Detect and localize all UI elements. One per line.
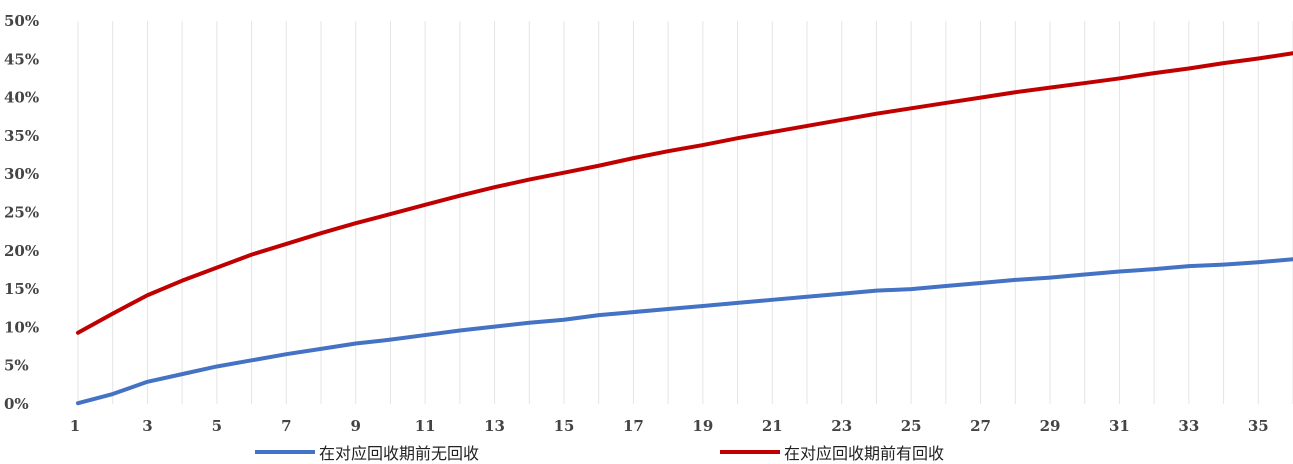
x-tick-label: 27	[970, 417, 991, 435]
y-axis-tick-labels: 0% 5% 10% 15% 20% 25% 30% 35% 40% 45% 50%	[4, 12, 39, 413]
y-tick-label: 40%	[4, 89, 39, 107]
vertical-gridlines	[77, 21, 1293, 404]
series-lines	[76, 51, 1293, 406]
legend-label-series-2: 在对应回收期前有回收	[784, 444, 945, 463]
legend-item-series-1: 在对应回收期前无回收	[255, 440, 479, 464]
y-tick-label: 20%	[4, 242, 39, 260]
x-tick-label: 13	[484, 417, 505, 435]
y-tick-label: 10%	[4, 318, 39, 336]
x-tick-label: 3	[142, 417, 152, 435]
series-line-2	[76, 51, 1293, 335]
x-axis-tick-labels: 1 3 5 7 9 11 13 15 17 19 21 23 25 27 29 31 33 35	[70, 417, 1269, 435]
x-tick-label: 29	[1040, 417, 1061, 435]
x-tick-label: 5	[212, 417, 222, 435]
x-tick-label: 15	[554, 417, 575, 435]
legend-swatch-series-2	[720, 450, 780, 454]
y-tick-label: 0%	[4, 395, 29, 413]
y-tick-label: 5%	[4, 357, 29, 375]
line-chart: 0%5%10%15%20%25%30%35%40%45%50% 1 3 5 7 9 11 1…	[4, 12, 1293, 435]
x-tick-label: 31	[1109, 417, 1130, 435]
x-tick-label: 7	[281, 417, 291, 435]
x-tick-label: 35	[1248, 417, 1269, 435]
y-tick-label: 25%	[4, 204, 39, 222]
x-tick-label: 1	[70, 417, 80, 435]
x-tick-label: 17	[623, 417, 644, 435]
x-tick-label: 11	[415, 417, 436, 435]
y-tick-label: 45%	[4, 50, 39, 68]
x-tick-label: 9	[350, 417, 360, 435]
legend-label-series-1: 在对应回收期前无回收	[319, 444, 480, 463]
y-tick-label: 50%	[4, 12, 39, 30]
x-tick-label: 25	[901, 417, 922, 435]
x-tick-label: 33	[1178, 417, 1199, 435]
legend-swatch-series-1	[255, 450, 315, 454]
legend-item-series-2: 在对应回收期前有回收	[720, 440, 944, 464]
legend: 在对应回收期前无回收 在对应回收期前有回收	[0, 440, 1293, 464]
y-tick-label: 30%	[4, 165, 39, 183]
x-tick-label: 23	[831, 417, 852, 435]
y-tick-label: 35%	[4, 127, 39, 145]
x-tick-label: 19	[692, 417, 713, 435]
x-tick-label: 21	[762, 417, 783, 435]
y-tick-label: 15%	[4, 280, 39, 298]
series-line-1	[76, 257, 1293, 406]
